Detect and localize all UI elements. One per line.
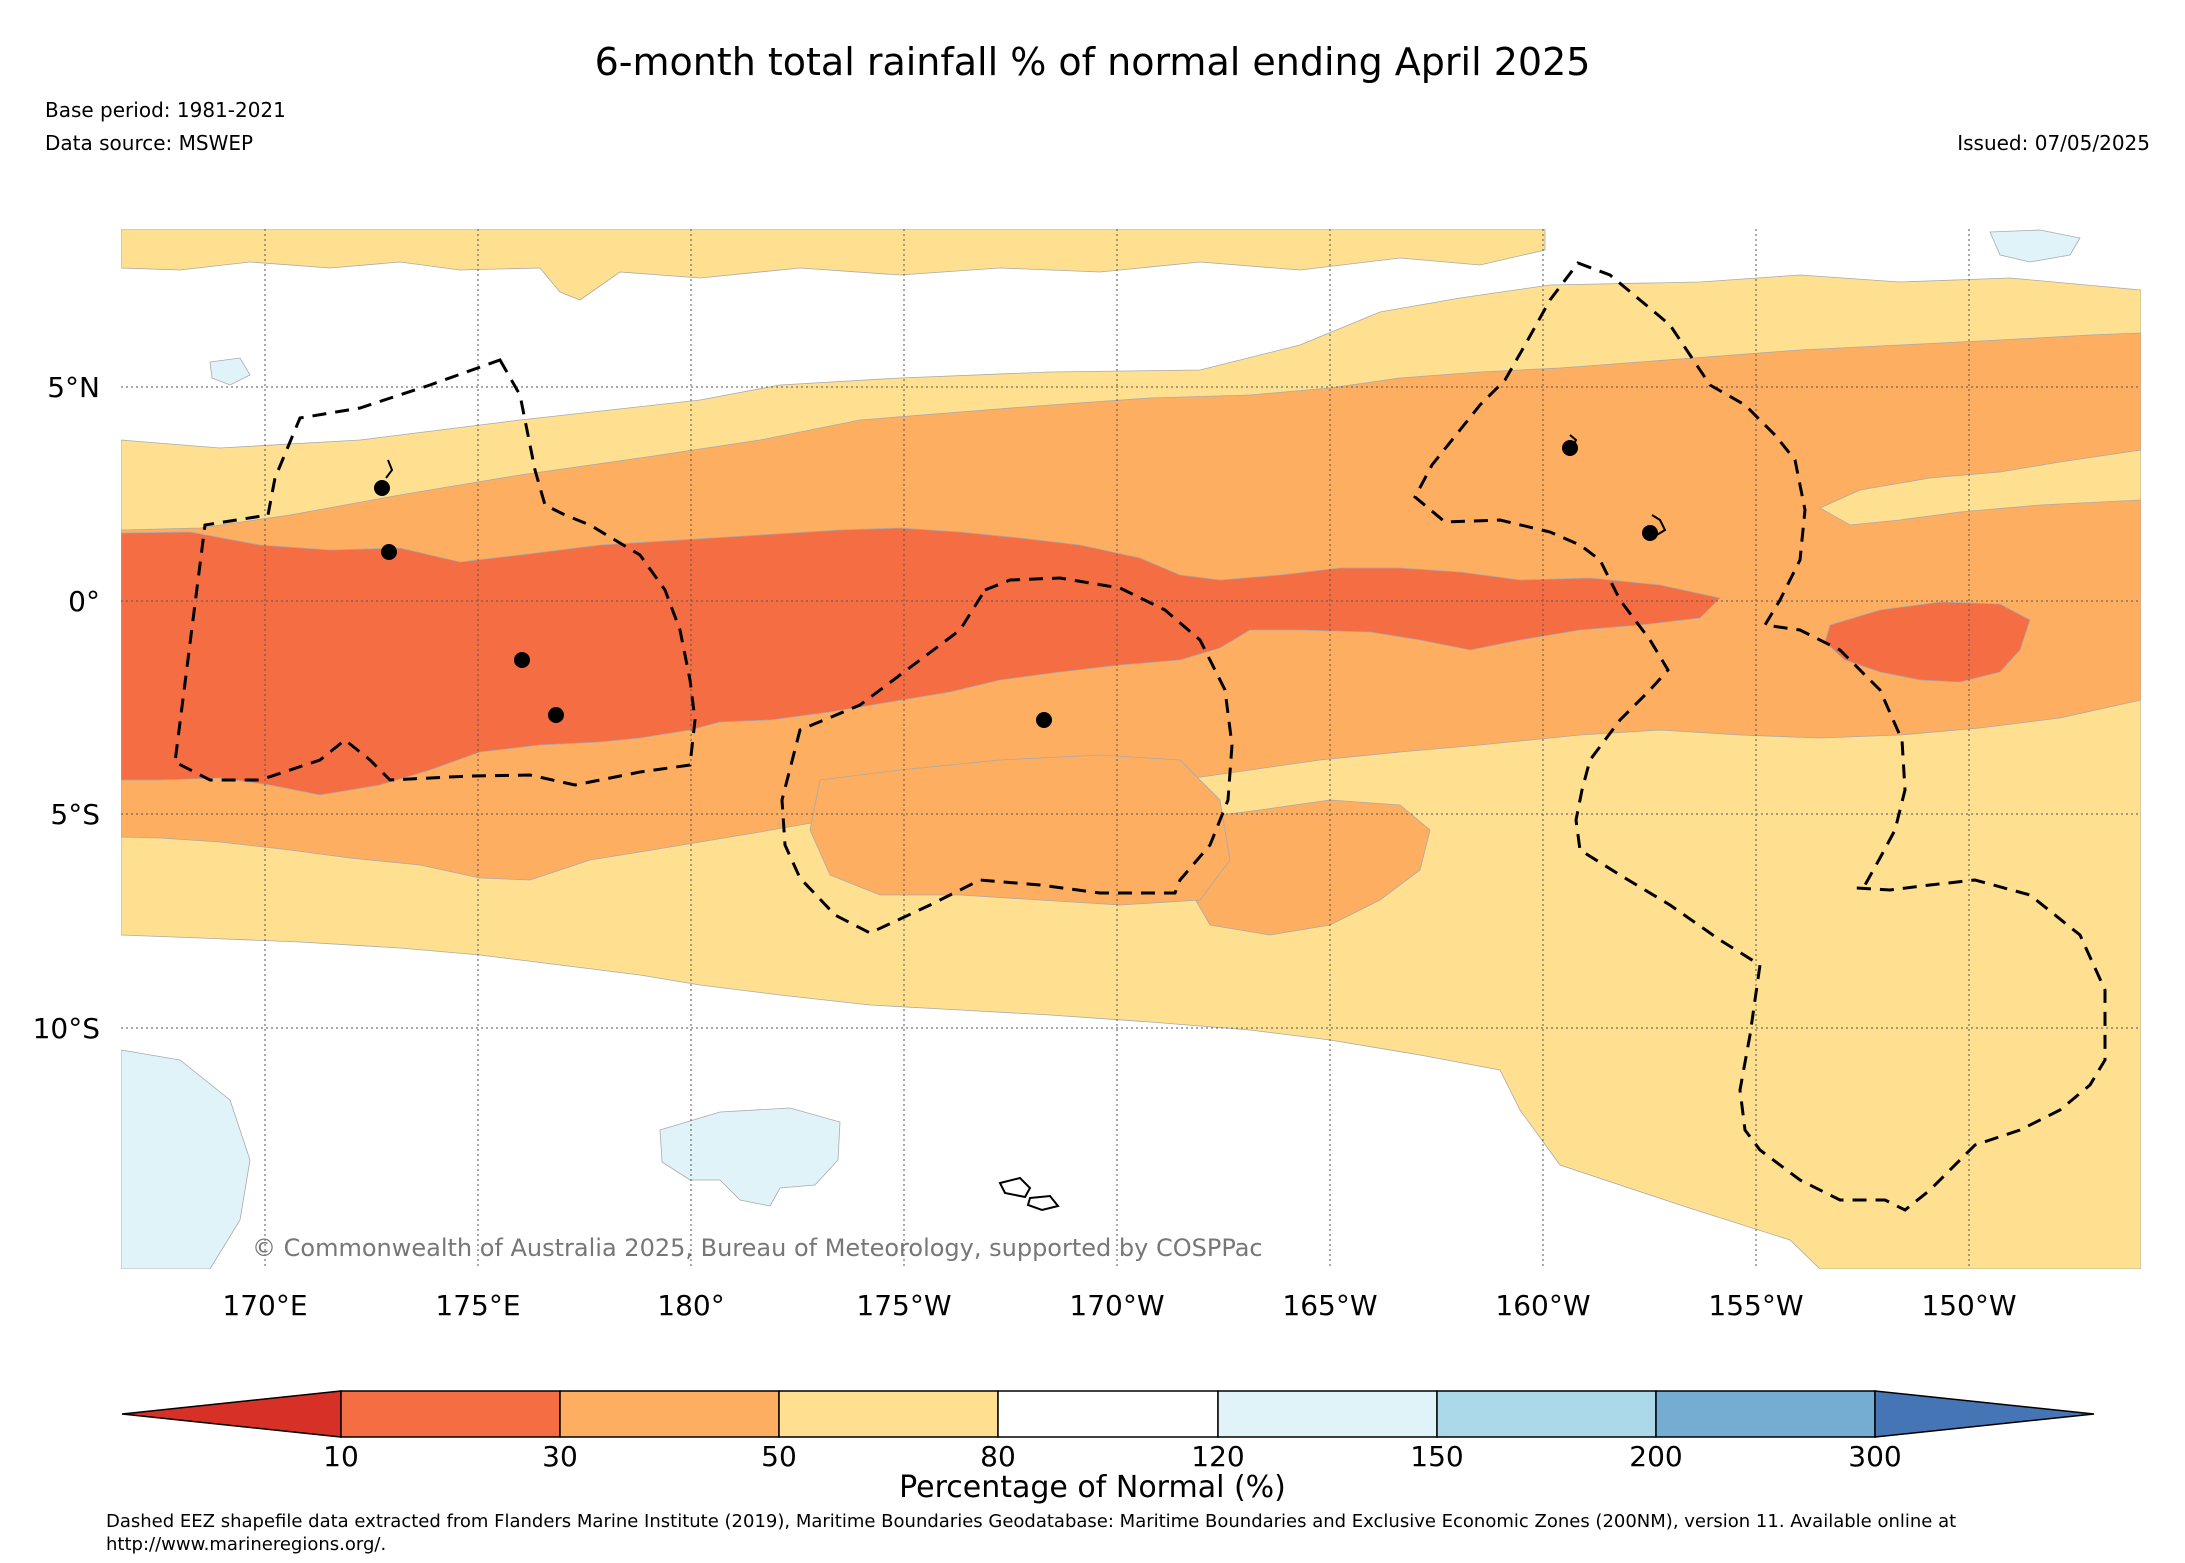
longitude-labels: 170°E 175°E 180° 175°W 170°W 165°W 160°W… [222, 1289, 2016, 1322]
colorbar-segment-80-120 [997, 1390, 1219, 1438]
lat-label-0: 0° [68, 585, 100, 618]
island-marker-kiritimati [1642, 525, 1658, 541]
colorbar-tick-80: 80 [980, 1440, 1016, 1473]
issued-date-label: Issued: 07/05/2025 [1957, 131, 2150, 155]
lon-label-175w: 175°W [856, 1289, 951, 1322]
colorbar-segment-30-50 [559, 1390, 780, 1438]
graticule [121, 229, 2141, 1269]
colorbar-tick-200: 200 [1629, 1440, 1683, 1473]
field-120-150-south-center [659, 1107, 841, 1207]
chart-title: 6-month total rainfall % of normal endin… [594, 40, 1591, 84]
island-marker-tarawa [374, 480, 390, 496]
lat-label-10s: 10°S [33, 1012, 100, 1045]
samoa-coast [998, 1176, 1060, 1212]
colorbar-tick-120: 120 [1191, 1440, 1245, 1473]
island-marker-tabuaeran [1562, 440, 1578, 456]
colorbar-label: Percentage of Normal (%) [899, 1470, 1286, 1505]
island-marker-abaiang [381, 544, 397, 560]
eez-phoenix-islands [780, 576, 1234, 935]
lon-label-155w: 155°W [1708, 1289, 1803, 1322]
field-10-30 [121, 527, 1721, 796]
island-marker-nikunau [514, 652, 530, 668]
eez-gilbert-islands [173, 358, 697, 787]
kiritimati-coast [1651, 514, 1667, 537]
rainfall-fields [121, 229, 2141, 1269]
field-50-80-north-strip [121, 229, 1546, 301]
footnote: Dashed EEZ shapefile data extracted from… [106, 1511, 1957, 1555]
lon-label-150w: 150°W [1921, 1289, 2016, 1322]
colorbar-tick-150: 150 [1410, 1440, 1464, 1473]
field-30-50-south-lobe [809, 754, 1231, 906]
lon-label-170e: 170°E [222, 1289, 307, 1322]
lat-label-5n: 5°N [47, 371, 100, 404]
field-30-50-southeast [1179, 799, 1431, 936]
lon-label-160w: 160°W [1495, 1289, 1590, 1322]
lon-label-175e: 175°E [435, 1289, 520, 1322]
copyright-notice: © Commonwealth of Australia 2025, Bureau… [252, 1234, 1263, 1262]
colorbar-segment-150-200 [1436, 1390, 1657, 1438]
colorbar-segment-200-300 [1655, 1390, 1876, 1438]
tarawa-coast [385, 459, 394, 479]
lon-label-170w: 170°W [1069, 1289, 1164, 1322]
field-120-150-west-north [209, 357, 251, 386]
base-period-label: Base period: 1981-2021 [45, 98, 286, 122]
eez-line-islands [1413, 261, 2107, 1212]
coastlines [385, 434, 1667, 1212]
latitude-labels: 5°N 0° 5°S 10°S [33, 371, 100, 1045]
island-marker-arorae [548, 707, 564, 723]
field-120-150-northeast [1989, 229, 2081, 263]
colorbar-tick-50: 50 [761, 1440, 797, 1473]
colorbar-tick-30: 30 [542, 1440, 578, 1473]
field-120-150-southwest [121, 1049, 251, 1269]
island-marker-kanton [1036, 712, 1052, 728]
data-source-label: Data source: MSWEP [45, 131, 254, 155]
colorbar-tick-300: 300 [1848, 1440, 1902, 1473]
colorbar-tick-10: 10 [323, 1440, 359, 1473]
colorbar-segment-50-80 [778, 1390, 999, 1438]
colorbar-segment-above-300 [1874, 1390, 2095, 1438]
field-10-30-east [1824, 601, 2031, 683]
eez-boundaries [173, 261, 2107, 1212]
colorbar-segment-below-10 [121, 1390, 342, 1438]
lon-label-180: 180° [657, 1289, 724, 1322]
colorbar-segment-120-150 [1217, 1390, 1438, 1438]
island-markers [374, 440, 1658, 728]
lon-label-165w: 165°W [1282, 1289, 1377, 1322]
colorbar [121, 1390, 2095, 1438]
lat-label-5s: 5°S [50, 798, 100, 831]
colorbar-segment-10-30 [340, 1390, 561, 1438]
